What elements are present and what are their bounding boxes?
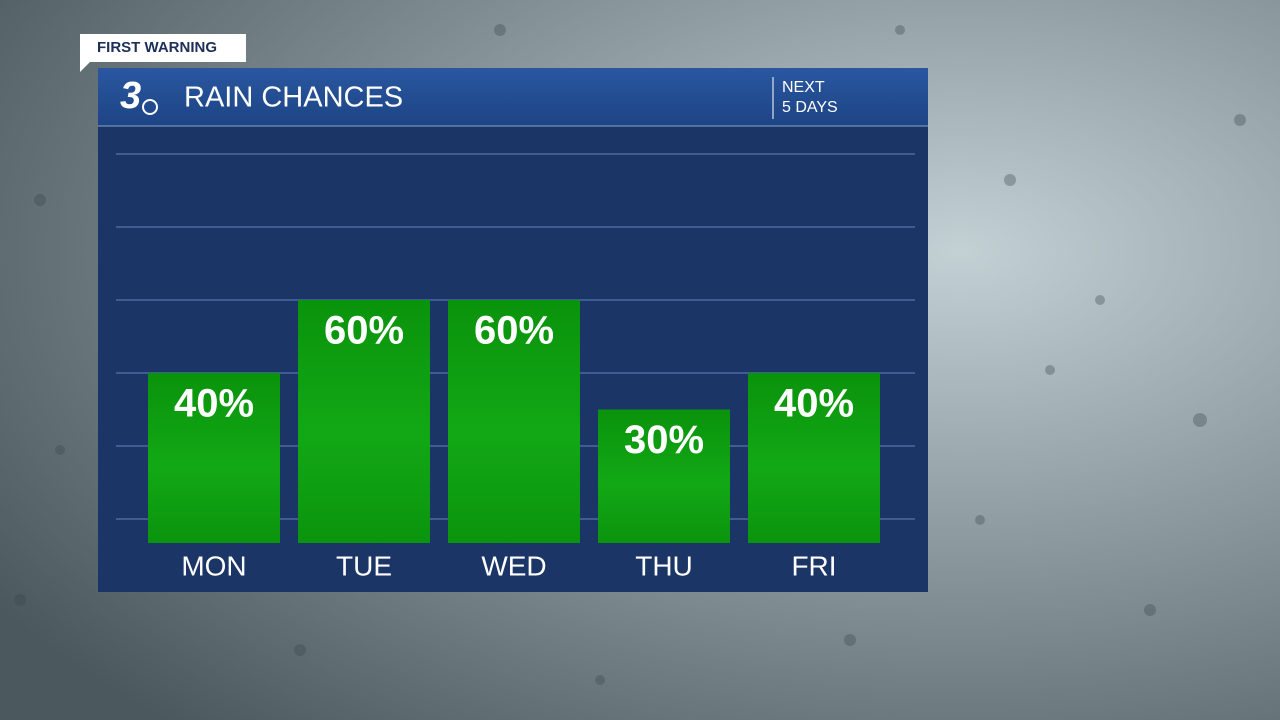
x-tick-label: FRI <box>791 550 836 581</box>
value-label: 30% <box>624 418 704 462</box>
bar <box>748 373 880 543</box>
logo-eye <box>142 99 158 115</box>
header-bar <box>98 68 928 126</box>
bar <box>448 300 580 543</box>
x-tick-label: MON <box>181 550 246 581</box>
bar <box>148 373 280 543</box>
logo: 3 <box>120 75 141 117</box>
value-label: 60% <box>474 309 554 353</box>
badge-box <box>80 34 246 62</box>
badge: FIRST WARNING <box>97 39 217 56</box>
raindrops <box>14 24 1246 685</box>
subtitle: NEXT <box>782 79 825 96</box>
badge-tail <box>80 62 90 72</box>
bar <box>298 300 430 543</box>
value-label: 40% <box>774 382 854 426</box>
x-tick-label: WED <box>481 550 546 581</box>
x-tick-label: TUE <box>336 550 392 581</box>
bar <box>598 409 730 543</box>
subtitle: 5 DAYS <box>782 99 838 116</box>
value-label: 60% <box>324 309 404 353</box>
value-label: 40% <box>174 382 254 426</box>
x-tick-label: THU <box>635 550 693 581</box>
chart-title: RAIN CHANCES <box>184 82 403 114</box>
